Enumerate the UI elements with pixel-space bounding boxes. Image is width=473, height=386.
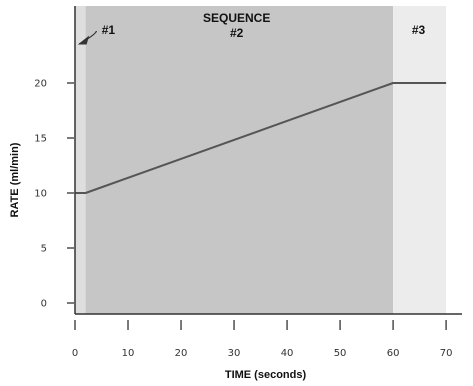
region-label-3: #3 <box>412 23 426 37</box>
region-label-line: #1 <box>102 23 116 37</box>
region-band-2 <box>85 6 394 314</box>
region-label-line: SEQUENCE <box>203 11 270 25</box>
x-tick-label: 10 <box>122 348 135 359</box>
region-labels: #1 SEQUENCE #2 #3 <box>102 11 426 40</box>
region-label-2: SEQUENCE #2 <box>203 11 270 40</box>
y-tick-label: 0 <box>41 299 47 310</box>
region-band-1 <box>75 6 86 314</box>
annotations <box>77 30 98 45</box>
y-tick-label: 20 <box>34 79 47 90</box>
region-band-3 <box>393 6 447 314</box>
x-tick-label: 40 <box>281 348 294 359</box>
x-tick-label: 20 <box>175 348 188 359</box>
sequence-regions <box>75 6 447 314</box>
y-tick-label: 15 <box>34 134 47 145</box>
rate-line-1 <box>75 82 447 194</box>
region-label-line: #2 <box>230 26 244 40</box>
y-tick-label: 10 <box>34 189 47 200</box>
axis-ticks: 0 5 10 15 20 0 10 20 30 40 50 60 70 <box>34 79 452 360</box>
y-tick-label: 5 <box>41 244 47 255</box>
axes <box>74 6 462 315</box>
x-axis-label: TIME (seconds) <box>225 369 307 381</box>
x-tick-label: 0 <box>72 348 78 359</box>
x-tick-label: 30 <box>228 348 241 359</box>
region-label-1: #1 <box>102 23 116 37</box>
x-tick-label: 60 <box>387 348 400 359</box>
x-tick-label: 70 <box>440 348 453 359</box>
x-tick-label: 50 <box>334 348 347 359</box>
region-1-arrow-head <box>77 35 90 45</box>
y-axis-label: RATE (ml/min) <box>9 142 21 217</box>
region-label-line: #3 <box>412 23 426 37</box>
